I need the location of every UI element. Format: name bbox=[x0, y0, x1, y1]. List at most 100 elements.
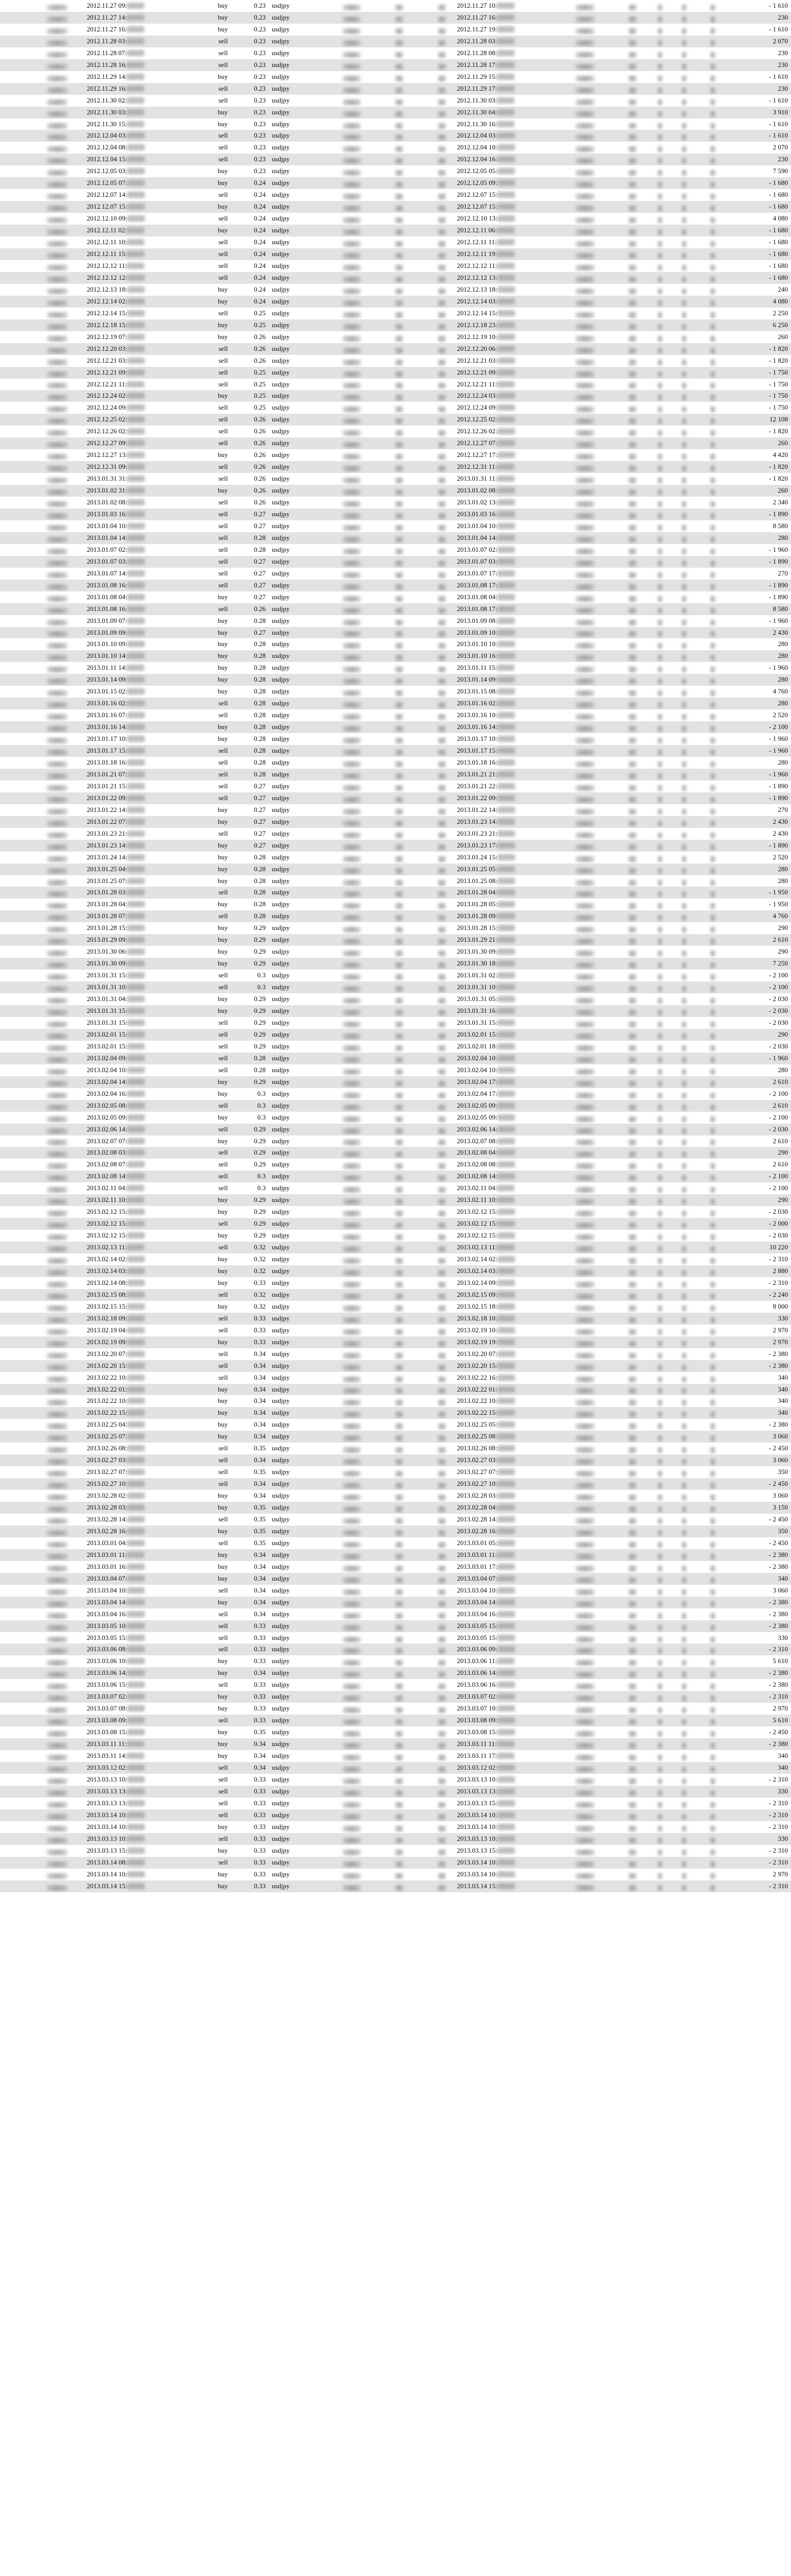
table-row[interactable]: 2013.03.11 14: buy 0.34 usdjpy 2013.03.11 17… bbox=[0, 1750, 791, 1762]
table-row[interactable]: 2013.02.05 09: buy 0.3 usdjpy 2013.02.05 09:… bbox=[0, 1111, 791, 1124]
table-row[interactable]: 2013.01.22 09: sell 0.27 usdjpy 2013.01.22 0… bbox=[0, 792, 791, 804]
table-row[interactable]: 2013.02.07 07: buy 0.29 usdjpy 2013.02.07 08… bbox=[0, 1135, 791, 1147]
table-row[interactable]: 2013.02.20 15: sell 0.34 usdjpy 2013.02.20 1… bbox=[0, 1360, 791, 1372]
table-row[interactable]: 2013.02.08 03: sell 0.29 usdjpy 2013.02.08 0… bbox=[0, 1147, 791, 1159]
table-row[interactable]: 2012.12.26 02: sell 0.26 usdjpy 2012.12.26 0… bbox=[0, 426, 791, 438]
table-row[interactable]: 2013.01.28 15: buy 0.29 usdjpy 2013.01.28 15… bbox=[0, 922, 791, 935]
table-row[interactable]: 2013.02.12 15: buy 0.29 usdjpy 2013.02.12 15… bbox=[0, 1206, 791, 1218]
table-row[interactable]: 2013.02.04 09: sell 0.28 usdjpy 2013.02.04 1… bbox=[0, 1052, 791, 1064]
table-row[interactable]: 2013.03.05 15: sell 0.33 usdjpy 2013.03.05 1… bbox=[0, 1632, 791, 1644]
table-row[interactable]: 2013.01.08 16: sell 0.26 usdjpy 2013.01.08 1… bbox=[0, 603, 791, 615]
table-row[interactable]: 2013.01.29 09: buy 0.29 usdjpy 2013.01.29 21… bbox=[0, 934, 791, 946]
table-row[interactable]: 2012.11.28 07: sell 0.23 usdjpy 2012.11.28 0… bbox=[0, 47, 791, 59]
table-row[interactable]: 2013.02.06 14: sell 0.29 usdjpy 2013.02.06 1… bbox=[0, 1123, 791, 1136]
table-row[interactable]: 2013.03.13 10: sell 0.33 usdjpy 2013.03.13 1… bbox=[0, 1773, 791, 1786]
table-row[interactable]: 2013.03.11 11: buy 0.34 usdjpy 2013.03.11 11… bbox=[0, 1738, 791, 1751]
table-row[interactable]: 2013.01.31 15: sell 0.29 usdjpy 2013.01.31 1… bbox=[0, 1016, 791, 1029]
table-row[interactable]: 2012.12.25 02: sell 0.26 usdjpy 2012.12.25 0… bbox=[0, 414, 791, 426]
table-row[interactable]: 2013.01.17 15: sell 0.28 usdjpy 2013.01.17 1… bbox=[0, 745, 791, 757]
table-row[interactable]: 2012.12.11 02: buy 0.24 usdjpy 2012.12.11 06… bbox=[0, 225, 791, 237]
table-row[interactable]: 2013.03.06 14: buy 0.34 usdjpy 2013.03.06 14… bbox=[0, 1667, 791, 1680]
table-row[interactable]: 2013.03.01 11: buy 0.34 usdjpy 2013.03.01 11… bbox=[0, 1549, 791, 1561]
table-row[interactable]: 2013.01.04 14: sell 0.28 usdjpy 2013.01.04 1… bbox=[0, 532, 791, 544]
table-row[interactable]: 2013.02.27 03: sell 0.34 usdjpy 2013.02.27 0… bbox=[0, 1454, 791, 1467]
table-row[interactable]: 2013.01.02 31: buy 0.26 usdjpy 2013.01.02 08… bbox=[0, 485, 791, 497]
table-row[interactable]: 2013.01.23 14: buy 0.27 usdjpy 2013.01.23 17… bbox=[0, 839, 791, 852]
table-row[interactable]: 2013.02.08 07: sell 0.29 usdjpy 2013.02.08 0… bbox=[0, 1159, 791, 1171]
table-row[interactable]: 2013.02.19 04: sell 0.33 usdjpy 2013.02.19 1… bbox=[0, 1324, 791, 1336]
table-row[interactable]: 2013.01.14 09: buy 0.28 usdjpy 2013.01.14 09… bbox=[0, 674, 791, 686]
table-row[interactable]: 2013.02.14 02: buy 0.32 usdjpy 2013.02.14 02… bbox=[0, 1253, 791, 1265]
table-row[interactable]: 2013.01.11 14: buy 0.28 usdjpy 2013.01.11 15… bbox=[0, 662, 791, 674]
table-row[interactable]: 2013.03.14 10: buy 0.33 usdjpy 2013.03.14 10… bbox=[0, 1868, 791, 1880]
table-row[interactable]: 2013.02.22 10: sell 0.34 usdjpy 2013.02.22 1… bbox=[0, 1371, 791, 1384]
table-row[interactable]: 2013.01.03 16: sell 0.27 usdjpy 2013.01.03 1… bbox=[0, 508, 791, 520]
table-row[interactable]: 2012.12.24 02: buy 0.25 usdjpy 2012.12.24 03… bbox=[0, 390, 791, 402]
table-row[interactable]: 2013.03.06 08: sell 0.33 usdjpy 2013.03.06 0… bbox=[0, 1643, 791, 1656]
table-row[interactable]: 2013.02.25 04: buy 0.34 usdjpy 2013.02.25 05… bbox=[0, 1419, 791, 1431]
table-row[interactable]: 2012.11.30 15: buy 0.23 usdjpy 2012.11.30 16… bbox=[0, 118, 791, 130]
table-row[interactable]: 2012.12.05 03: buy 0.23 usdjpy 2012.12.05 05… bbox=[0, 165, 791, 178]
table-row[interactable]: 2012.12.12 12: sell 0.24 usdjpy 2012.12.12 1… bbox=[0, 272, 791, 284]
table-row[interactable]: 2013.03.05 10: sell 0.33 usdjpy 2013.03.05 1… bbox=[0, 1620, 791, 1632]
table-row[interactable]: 2012.12.05 07: buy 0.24 usdjpy 2012.12.05 09… bbox=[0, 177, 791, 190]
table-row[interactable]: 2013.03.08 09: sell 0.33 usdjpy 2013.03.08 0… bbox=[0, 1715, 791, 1727]
table-row[interactable]: 2013.02.04 16: buy 0.3 usdjpy 2013.02.04 17:… bbox=[0, 1088, 791, 1100]
table-row[interactable]: 2013.01.09 09: buy 0.27 usdjpy 2013.01.09 10… bbox=[0, 626, 791, 639]
table-row[interactable]: 2013.01.31 15: sell 0.3 usdjpy 2013.01.31 02… bbox=[0, 970, 791, 982]
table-row[interactable]: 2013.01.07 02: sell 0.28 usdjpy 2013.01.07 0… bbox=[0, 544, 791, 556]
table-row[interactable]: 2012.12.04 03: sell 0.23 usdjpy 2012.12.04 0… bbox=[0, 130, 791, 142]
table-row[interactable]: 2013.03.04 10: sell 0.34 usdjpy 2013.03.04 1… bbox=[0, 1584, 791, 1597]
table-row[interactable]: 2013.01.18 16: sell 0.28 usdjpy 2013.01.18 1… bbox=[0, 757, 791, 769]
table-row[interactable]: 2013.02.01 15: sell 0.29 usdjpy 2013.02.01 1… bbox=[0, 1028, 791, 1041]
table-row[interactable]: 2013.03.06 15: sell 0.33 usdjpy 2013.03.06 1… bbox=[0, 1679, 791, 1691]
table-row[interactable]: 2013.03.14 10: sell 0.33 usdjpy 2013.03.14 1… bbox=[0, 1809, 791, 1821]
table-row[interactable]: 2012.12.18 15: buy 0.25 usdjpy 2012.12.18 23… bbox=[0, 319, 791, 331]
table-row[interactable]: 2013.03.04 14: buy 0.34 usdjpy 2013.03.04 14… bbox=[0, 1596, 791, 1608]
table-row[interactable]: 2013.03.06 10: buy 0.33 usdjpy 2013.03.06 11… bbox=[0, 1655, 791, 1668]
table-row[interactable]: 2013.02.04 14: buy 0.29 usdjpy 2013.02.04 17… bbox=[0, 1076, 791, 1088]
table-row[interactable]: 2013.02.15 08: sell 0.32 usdjpy 2013.02.15 0… bbox=[0, 1289, 791, 1301]
table-row[interactable]: 2012.12.11 10: sell 0.24 usdjpy 2012.12.11 1… bbox=[0, 236, 791, 249]
table-row[interactable]: 2012.12.24 09: sell 0.25 usdjpy 2012.12.24 0… bbox=[0, 402, 791, 414]
table-row[interactable]: 2013.03.13 15: buy 0.33 usdjpy 2013.03.13 15… bbox=[0, 1844, 791, 1857]
table-row[interactable]: 2013.01.31 31: sell 0.26 usdjpy 2013.01.31 1… bbox=[0, 473, 791, 485]
table-row[interactable]: 2013.03.01 16: buy 0.34 usdjpy 2013.03.01 17… bbox=[0, 1561, 791, 1573]
table-row[interactable]: 2013.01.28 07: sell 0.28 usdjpy 2013.01.28 0… bbox=[0, 910, 791, 923]
table-row[interactable]: 2012.12.13 18: buy 0.24 usdjpy 2012.12.13 18… bbox=[0, 283, 791, 296]
table-row[interactable]: 2013.01.15 02: buy 0.28 usdjpy 2013.01.15 08… bbox=[0, 686, 791, 698]
table-row[interactable]: 2013.01.16 14: buy 0.28 usdjpy 2013.01.16 14… bbox=[0, 721, 791, 734]
table-row[interactable]: 2013.02.12 15: sell 0.29 usdjpy 2013.02.12 1… bbox=[0, 1218, 791, 1230]
table-row[interactable]: 2013.01.04 10: sell 0.27 usdjpy 2013.01.04 1… bbox=[0, 520, 791, 532]
table-row[interactable]: 2013.01.30 09: buy 0.29 usdjpy 2013.01.30 18… bbox=[0, 958, 791, 970]
table-row[interactable]: 2013.02.22 01: buy 0.34 usdjpy 2013.02.22 01… bbox=[0, 1383, 791, 1396]
table-row[interactable]: 2013.01.31 15: buy 0.29 usdjpy 2013.01.31 16… bbox=[0, 1005, 791, 1017]
table-row[interactable]: 2013.01.07 03: sell 0.27 usdjpy 2013.01.07 0… bbox=[0, 555, 791, 568]
table-row[interactable]: 2013.02.12 15: buy 0.29 usdjpy 2013.02.12 15… bbox=[0, 1230, 791, 1242]
table-row[interactable]: 2012.11.27 16: buy 0.23 usdjpy 2012.11.27 19… bbox=[0, 23, 791, 36]
table-row[interactable]: 2012.12.07 14: sell 0.24 usdjpy 2012.12.07 1… bbox=[0, 189, 791, 201]
table-row[interactable]: 2013.03.13 13: sell 0.33 usdjpy 2013.03.13 1… bbox=[0, 1797, 791, 1809]
table-row[interactable]: 2013.01.22 07: buy 0.27 usdjpy 2013.01.23 14… bbox=[0, 816, 791, 828]
table-row[interactable]: 2012.12.07 15: buy 0.24 usdjpy 2012.12.07 15… bbox=[0, 201, 791, 213]
table-row[interactable]: 2012.11.30 03: buy 0.23 usdjpy 2012.11.30 04… bbox=[0, 106, 791, 118]
table-row[interactable]: 2012.12.14 15: sell 0.25 usdjpy 2012.12.14 1… bbox=[0, 307, 791, 319]
table-row[interactable]: 2013.02.15 15: buy 0.32 usdjpy 2013.02.15 18… bbox=[0, 1300, 791, 1313]
table-row[interactable]: 2013.02.22 15: buy 0.34 usdjpy 2013.02.22 15… bbox=[0, 1407, 791, 1419]
table-row[interactable]: 2013.02.01 15: sell 0.29 usdjpy 2013.02.01 1… bbox=[0, 1040, 791, 1053]
table-row[interactable]: 2012.11.29 16: sell 0.23 usdjpy 2012.11.29 1… bbox=[0, 82, 791, 95]
table-row[interactable]: 2013.02.05 08: sell 0.3 usdjpy 2013.02.05 09… bbox=[0, 1099, 791, 1112]
table-row[interactable]: 2012.12.27 13: buy 0.26 usdjpy 2012.12.27 17… bbox=[0, 449, 791, 462]
table-row[interactable]: 2013.01.30 06: buy 0.29 usdjpy 2013.01.30 09… bbox=[0, 946, 791, 958]
table-row[interactable]: 2013.01.24 14: buy 0.28 usdjpy 2013.01.24 15… bbox=[0, 851, 791, 863]
table-row[interactable]: 2013.02.18 09: sell 0.33 usdjpy 2013.02.18 1… bbox=[0, 1312, 791, 1325]
table-row[interactable]: 2013.01.02 08: sell 0.26 usdjpy 2013.01.02 1… bbox=[0, 497, 791, 509]
table-row[interactable]: 2013.01.16 07: sell 0.28 usdjpy 2013.01.16 1… bbox=[0, 709, 791, 722]
table-row[interactable]: 2013.01.21 07: sell 0.28 usdjpy 2013.01.21 2… bbox=[0, 768, 791, 781]
table-row[interactable]: 2013.03.01 04: sell 0.35 usdjpy 2013.03.01 0… bbox=[0, 1537, 791, 1549]
table-row[interactable]: 2013.03.07 02: buy 0.33 usdjpy 2013.03.07 02… bbox=[0, 1691, 791, 1703]
table-row[interactable]: 2013.03.13 13: sell 0.33 usdjpy 2013.03.13 1… bbox=[0, 1785, 791, 1798]
table-row[interactable]: 2013.01.16 02: sell 0.28 usdjpy 2013.01.16 0… bbox=[0, 698, 791, 710]
table-row[interactable]: 2013.01.28 03: sell 0.28 usdjpy 2013.01.28 0… bbox=[0, 887, 791, 899]
table-row[interactable]: 2013.01.25 07: buy 0.28 usdjpy 2013.01.25 08… bbox=[0, 875, 791, 887]
